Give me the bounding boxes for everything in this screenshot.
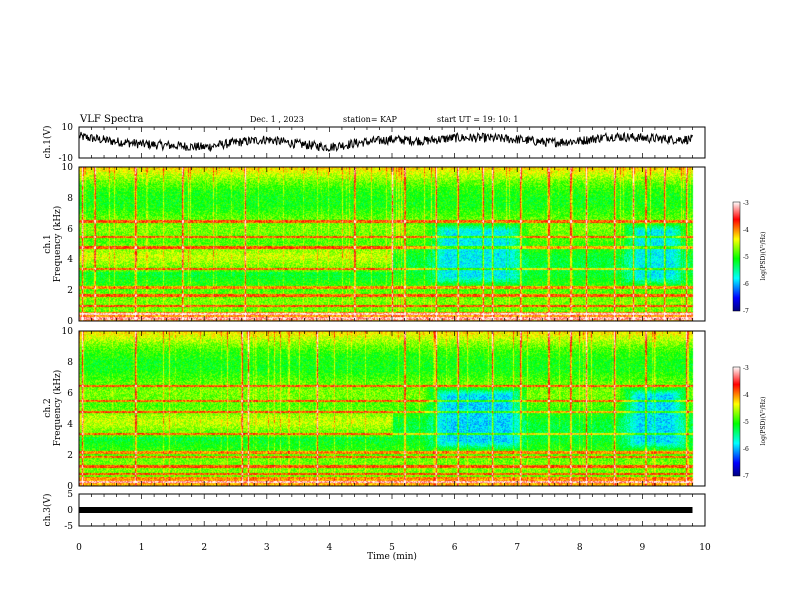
ch1-colorbar-scale	[732, 201, 741, 312]
ch1-cb-tick-m7: -7	[743, 308, 749, 315]
ch1-cb-tick-m4: -4	[743, 227, 749, 234]
xtick-4: 4	[327, 543, 333, 553]
ch1-waveform-trace	[78, 131, 693, 153]
ch3-ytick-bottom: -5	[64, 522, 73, 532]
station-label: station= KAP	[343, 115, 398, 124]
ch2-spectrogram-image	[79, 331, 705, 486]
ch2-ytick-2: 2	[67, 451, 73, 461]
ch3-ytick-top: 5	[67, 490, 73, 500]
start-time-label: start UT = 19: 10: 1	[437, 115, 518, 124]
ch1-ytick-4: 4	[67, 255, 73, 265]
ch1-spectrogram-ylabel-freq: Frequency (kHz)	[52, 206, 63, 283]
ch1-spectrogram-panel: 0 2 4 6 8 10 ch.1 Frequency (kHz)	[43, 163, 706, 327]
ch2-colorbar-label: log(PSD)(V²/Hz)	[760, 397, 767, 446]
ch2-spectrogram-panel: 0 2 4 6 8 10 ch.2 Frequency (kHz)	[43, 327, 706, 492]
xtick-5: 5	[389, 543, 395, 553]
ch2-cb-tick-m3: -3	[743, 365, 749, 372]
ch1-cb-tick-m5: -5	[743, 254, 749, 261]
ch2-cb-tick-m5: -5	[743, 419, 749, 426]
ch3-ytick-mid: 0	[67, 506, 73, 516]
x-axis: 0 1 2 3 4 5 6 7 8 9 10 Time (min)	[76, 543, 711, 562]
xtick-7: 7	[514, 543, 520, 553]
ch1-spectrogram-image	[79, 167, 705, 321]
xtick-2: 2	[201, 543, 207, 553]
figure-title: VLF Spectra	[79, 114, 144, 125]
date-label: Dec. 1 , 2023	[250, 115, 304, 124]
ch1-ytick-2: 2	[67, 286, 73, 296]
ch2-spectrogram-ylabel-channel: ch.2	[43, 398, 53, 417]
ch1-ytick-bottom: -10	[59, 154, 74, 164]
axis-tick-marks	[78, 127, 706, 526]
ch1-ytick-0: 0	[67, 317, 73, 327]
ch2-cb-tick-m7: -7	[743, 473, 749, 480]
xtick-8: 8	[577, 543, 583, 553]
xtick-0: 0	[76, 543, 82, 553]
ch2-colorbar: -3 -4 -5 -6 -7 log(PSD)(V²/Hz)	[732, 365, 767, 480]
ch1-ytick-6: 6	[67, 225, 73, 235]
x-axis-label: Time (min)	[367, 551, 417, 562]
ch1-ytick-8: 8	[67, 194, 73, 204]
xtick-1: 1	[139, 543, 145, 553]
ch2-ytick-10: 10	[62, 327, 74, 337]
xtick-10: 10	[699, 543, 711, 553]
xtick-3: 3	[264, 543, 270, 553]
ch2-cb-tick-m4: -4	[743, 392, 749, 399]
ch1-waveform-frame	[78, 126, 706, 159]
ch1-ytick-10: 10	[62, 163, 74, 173]
ch3-signal-ylabel: ch.3(V)	[42, 494, 53, 527]
ch1-colorbar: -3 -4 -5 -6 -7 log(PSD)(V²/Hz)	[732, 200, 767, 315]
ch1-waveform-ylabel: ch.1(V)	[42, 126, 53, 159]
ch1-colorbar-label: log(PSD)(V²/Hz)	[760, 232, 767, 281]
ch2-cb-tick-m6: -6	[743, 446, 749, 453]
ch1-waveform-panel: 10 -10 ch.1(V)	[42, 123, 706, 164]
ch2-ytick-0: 0	[67, 482, 73, 492]
ch3-signal-trace	[79, 507, 693, 513]
ch1-spectrogram-ylabel-channel: ch.1	[43, 234, 53, 253]
ch1-cb-tick-m6: -6	[743, 281, 749, 288]
ch2-spectrogram-ylabel-freq: Frequency (kHz)	[52, 370, 63, 447]
ch1-ytick-top: 10	[62, 123, 74, 133]
xtick-6: 6	[452, 543, 458, 553]
ch1-cb-tick-m3: -3	[743, 200, 749, 207]
ch2-colorbar-scale	[732, 366, 741, 477]
ch2-ytick-4: 4	[67, 420, 73, 430]
xtick-9: 9	[640, 543, 646, 553]
ch2-ytick-8: 8	[67, 358, 73, 368]
ch2-ytick-6: 6	[67, 389, 73, 399]
